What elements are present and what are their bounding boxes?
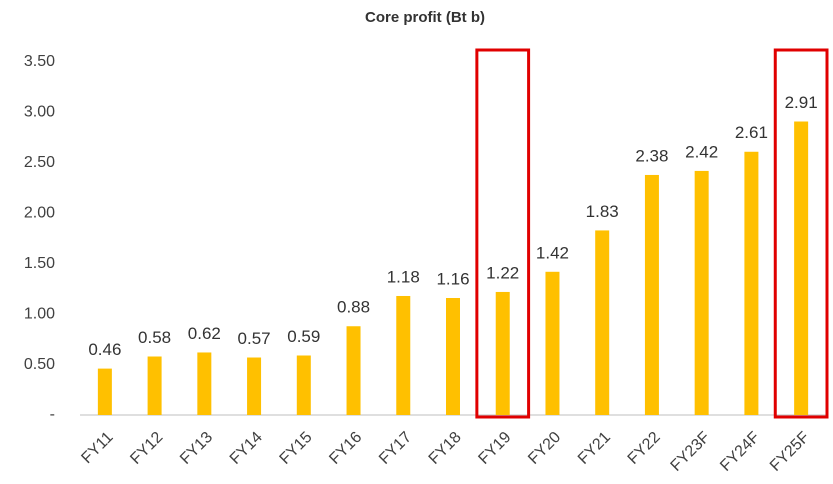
- y-tick-label: 1.50: [24, 255, 55, 272]
- bar: [545, 271, 560, 415]
- x-tick-label: FY11: [78, 429, 116, 467]
- bar: [147, 356, 162, 415]
- bar: [694, 170, 709, 415]
- x-tick-label: FY13: [177, 429, 216, 468]
- bar: [644, 174, 659, 415]
- bar: [247, 357, 262, 415]
- x-tick-label: FY19: [475, 429, 514, 468]
- y-tick-label: 2.50: [24, 154, 55, 171]
- y-tick-label: 3.50: [24, 53, 55, 70]
- value-label: 0.59: [287, 327, 320, 346]
- x-tick-label: FY18: [426, 429, 465, 468]
- bar: [744, 151, 759, 415]
- value-label: 2.61: [735, 123, 768, 142]
- bar: [794, 121, 809, 416]
- bar: [595, 230, 610, 415]
- x-tick-label: FY17: [376, 429, 415, 468]
- x-tick-label: FY22: [625, 429, 664, 468]
- x-tick-label: FY15: [277, 429, 316, 468]
- value-label: 1.18: [387, 267, 420, 286]
- bar: [346, 326, 361, 415]
- bar: [446, 298, 460, 415]
- value-label: 0.62: [188, 324, 221, 343]
- x-tick-label: FY23F: [668, 429, 714, 475]
- bar: [97, 368, 112, 415]
- x-tick-label: FY21: [575, 429, 614, 468]
- value-label: 1.83: [586, 202, 619, 221]
- y-tick-label: 2.00: [24, 205, 55, 222]
- x-tick-label: FY16: [326, 429, 365, 468]
- highlight-box: [475, 48, 531, 419]
- y-tick-label: 0.50: [24, 356, 55, 373]
- value-label: 0.58: [138, 328, 171, 347]
- chart-title: Core profit (Bt b): [365, 9, 485, 26]
- y-tick-label: 1.00: [24, 305, 55, 322]
- value-label: 0.88: [337, 298, 370, 317]
- bar: [197, 352, 212, 415]
- value-label: 1.22: [486, 263, 519, 282]
- x-tick-label: FY25F: [767, 429, 813, 475]
- bar: [296, 355, 311, 415]
- x-tick-label: FY24F: [717, 429, 763, 475]
- y-tick-label: 3.00: [24, 104, 55, 121]
- bar: [396, 295, 411, 415]
- highlight-box: [773, 48, 829, 419]
- x-tick-label: FY20: [525, 429, 564, 468]
- x-tick-label: FY12: [127, 429, 166, 468]
- value-label: 0.57: [238, 329, 271, 348]
- value-label: 2.91: [785, 93, 818, 112]
- y-tick-label: -: [50, 406, 55, 423]
- value-label: 2.42: [685, 142, 718, 161]
- x-tick-label: FY14: [227, 429, 266, 468]
- value-label: 2.38: [635, 146, 668, 165]
- value-label: 1.42: [536, 243, 569, 262]
- value-label: 1.16: [436, 269, 469, 288]
- bar: [495, 291, 510, 415]
- value-label: 0.46: [88, 340, 121, 359]
